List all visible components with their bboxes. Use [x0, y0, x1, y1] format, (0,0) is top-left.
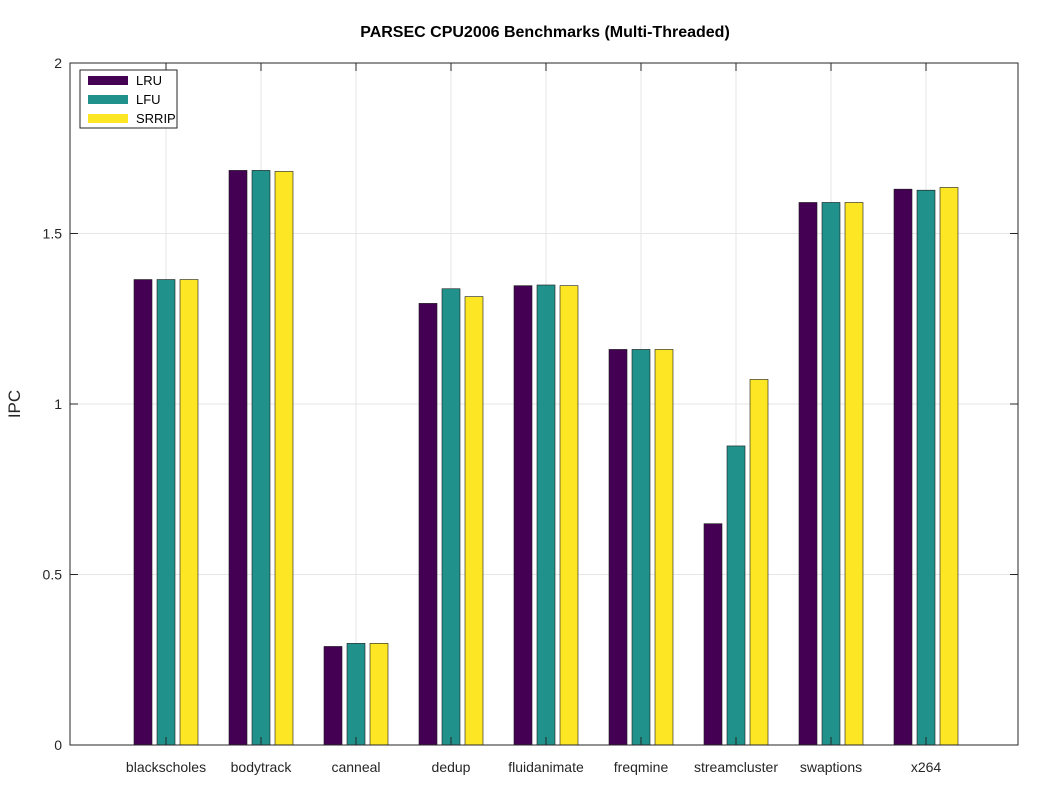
bar-srrip-streamcluster [749, 379, 769, 746]
legend-swatch-lru [88, 76, 128, 85]
x-tick-label: canneal [331, 759, 380, 775]
bar-lru-streamcluster [703, 523, 723, 746]
bar-lfu-freqmine [631, 349, 651, 746]
legend-label-lru: LRU [136, 73, 162, 88]
bar-srrip-blackscholes [179, 279, 199, 746]
y-tick-label: 2 [54, 55, 62, 71]
legend-swatch-srrip [88, 114, 128, 123]
x-tick-label: swaptions [800, 759, 862, 775]
x-tick-label: fluidanimate [508, 759, 584, 775]
x-tick-label: streamcluster [694, 759, 778, 775]
bar-lru-fluidanimate [513, 285, 533, 746]
y-axis-label: IPC [5, 390, 24, 418]
x-tick-label: freqmine [614, 759, 669, 775]
bar-lru-blackscholes [133, 279, 153, 746]
bar-srrip-freqmine [654, 349, 674, 746]
legend-label-srrip: SRRIP [136, 111, 176, 126]
chart-title: PARSEC CPU2006 Benchmarks (Multi-Threade… [360, 24, 730, 41]
legend-label-lfu: LFU [136, 92, 161, 107]
bar-lru-freqmine [608, 349, 628, 746]
bar-lru-x264 [893, 188, 913, 746]
legend: LRU LFU SRRIP [79, 69, 178, 129]
legend-swatch-lfu [88, 95, 128, 104]
bar-lfu-swaptions [821, 202, 841, 746]
bar-lfu-blackscholes [156, 279, 176, 746]
y-tick-label: 1.5 [43, 226, 63, 242]
bar-lru-swaptions [798, 202, 818, 746]
bar-lfu-canneal [346, 643, 366, 746]
y-tick-label: 1 [54, 396, 62, 412]
y-tick-label: 0 [54, 737, 62, 753]
bar-lru-dedup [418, 303, 438, 746]
x-tick-label: bodytrack [231, 759, 293, 775]
x-tick-label: blackscholes [126, 759, 206, 775]
bar-lfu-x264 [916, 189, 936, 746]
bar-srrip-bodytrack [274, 171, 294, 746]
bar-srrip-canneal [369, 643, 389, 746]
bar-lru-bodytrack [228, 170, 248, 746]
bar-srrip-dedup [464, 296, 484, 746]
y-tick-label: 0.5 [43, 567, 63, 583]
bar-lru-canneal [323, 646, 343, 746]
bar-lfu-streamcluster [726, 445, 746, 746]
axis-ticks: 0 0.5 1 1.5 2 blackscholes bodytrack canneal ded… [43, 55, 1018, 775]
bar-lfu-dedup [441, 288, 461, 746]
x-tick-label: dedup [432, 759, 471, 775]
bar-srrip-fluidanimate [559, 285, 579, 746]
bar-srrip-swaptions [844, 202, 864, 746]
bar-lfu-fluidanimate [536, 284, 556, 746]
x-tick-label: x264 [911, 759, 942, 775]
bar-lfu-bodytrack [251, 170, 271, 746]
bar-srrip-x264 [939, 187, 959, 746]
